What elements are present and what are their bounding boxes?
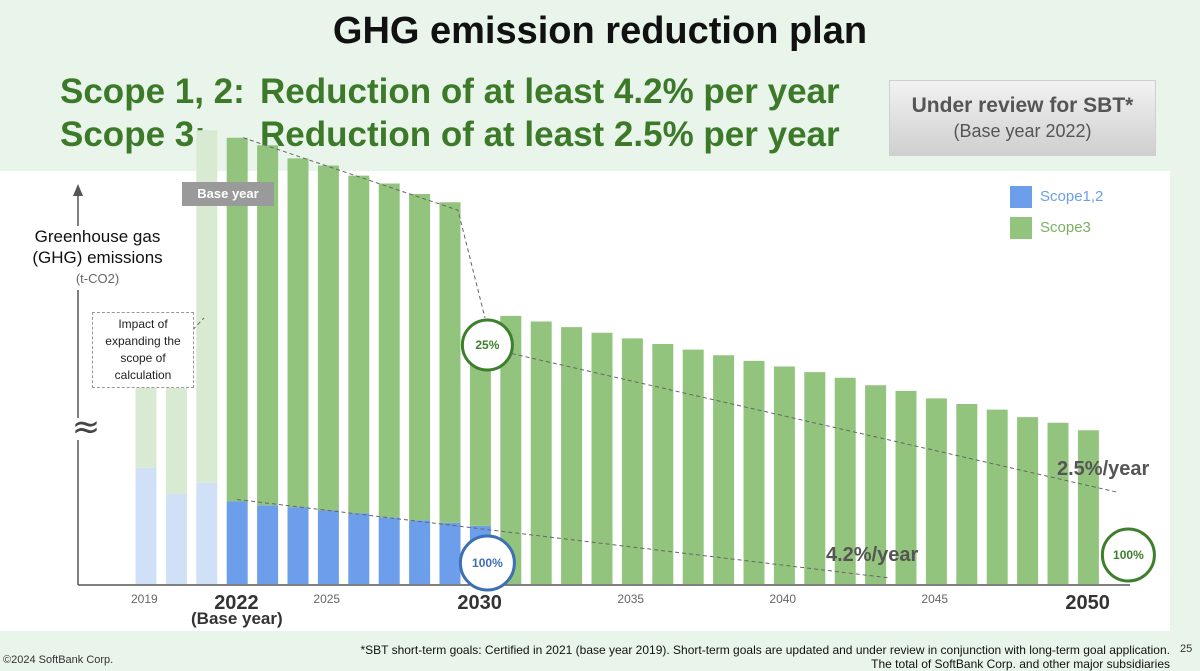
annotation-label-2: 100% — [1113, 548, 1144, 562]
bars-group — [135, 130, 1099, 584]
sbt-review-box: Under review for SBT* (Base year 2022) — [889, 80, 1156, 156]
bar-scope3-2038 — [713, 355, 735, 584]
bar-scope3-2027 — [378, 183, 400, 518]
bar-scope3-2024 — [287, 158, 309, 508]
bar-scope3-2025 — [317, 165, 339, 511]
page-title: GHG emission reduction plan — [332, 10, 868, 52]
legend-scope12-label: Scope1,2 — [1040, 188, 1104, 205]
bar-scope3-2023 — [257, 145, 279, 506]
annotations-group: 25% 100% 100% — [458, 318, 1156, 592]
base-year-sub-label: (Base year) — [191, 609, 283, 628]
bar-scope3-2028 — [409, 194, 431, 521]
scope3-label: Scope 3: — [60, 115, 206, 154]
bar-scope3-2040 — [773, 366, 795, 584]
x-tick-2035: 2035 — [617, 592, 645, 606]
bar-scope3-2045 — [925, 398, 947, 584]
x-tick-2022: 2022 — [214, 592, 259, 614]
bar-scope3-2037 — [682, 349, 704, 584]
bar-scope3-2031 — [500, 315, 522, 584]
bar-scope3-2033 — [561, 327, 583, 584]
base-year-tag: Base year — [182, 182, 274, 206]
scope3-rate-label: 2.5%/year — [1057, 458, 1150, 480]
bar-scope12-2021 — [196, 482, 218, 584]
bar-scope3-2044 — [895, 390, 917, 584]
bar-scope12-2027 — [378, 517, 400, 584]
scope12-label: Scope 1, 2: — [60, 72, 245, 111]
bar-scope3-2022 — [226, 137, 248, 502]
x-tick-2050: 2050 — [1065, 592, 1110, 614]
annotation-label-1: 100% — [472, 556, 503, 570]
bar-scope12-2023 — [257, 505, 279, 584]
annotation-circle-2 — [1100, 527, 1156, 583]
bar-scope3-2039 — [743, 360, 765, 584]
bar-scope3-2020 — [165, 370, 187, 494]
bar-scope12-2029 — [439, 522, 461, 584]
y-axis-label: Greenhouse gas (GHG) emissions (t-CO2) — [20, 226, 175, 290]
bar-scope3-2030 — [469, 336, 491, 526]
bar-scope12-2022 — [226, 501, 248, 584]
bar-scope3-2026 — [348, 175, 370, 514]
x-tick-2030: 2030 — [457, 592, 502, 614]
bar-scope12-2024 — [287, 507, 309, 584]
y-axis-label-line2: (GHG) emissions — [32, 248, 163, 267]
x-tick-2025: 2025 — [313, 592, 341, 606]
legend-scope12-swatch — [1010, 186, 1032, 208]
bar-scope3-2043 — [865, 385, 887, 584]
bar-scope3-2050 — [1077, 430, 1099, 584]
page-number: 25 — [1180, 643, 1193, 655]
bar-scope3-2036 — [652, 344, 674, 584]
sbt-review-subtitle: (Base year 2022) — [953, 121, 1092, 141]
x-tick-2040: 2040 — [769, 592, 797, 606]
bar-scope3-2032 — [530, 321, 552, 584]
impact-callout: Impact of expanding the scope of calcula… — [92, 312, 194, 388]
scope12-rate-label: 4.2%/year — [826, 544, 919, 566]
scope12-text: Reduction of at least 4.2% per year — [260, 72, 840, 111]
x-tick-2045: 2045 — [921, 592, 949, 606]
scope3-text: Reduction of at least 2.5% per year — [260, 115, 840, 154]
bar-scope3-2035 — [621, 338, 643, 584]
footnote-sbt: *SBT short-term goals: Certified in 2021… — [360, 643, 1170, 657]
annotation-circle-1 — [458, 534, 516, 592]
x-tick-2019: 2019 — [131, 592, 158, 606]
y-axis-unit: (t-CO2) — [75, 271, 120, 286]
axes-group: ≈ — [66, 184, 1130, 586]
bar-scope3-2048 — [1017, 417, 1039, 584]
bar-scope3-2021 — [196, 130, 218, 483]
axis-break-gap — [66, 418, 106, 440]
annotation-circle-0 — [460, 318, 514, 372]
trend-line-scope12 — [237, 499, 891, 579]
bar-scope12-2020 — [165, 494, 187, 584]
scope12-line: Scope 1, 2: Reduction of at least 4.2% pe… — [60, 72, 840, 112]
sbt-review-title: Under review for SBT* — [911, 94, 1134, 117]
copyright: ©2024 SoftBank Corp. — [3, 654, 114, 666]
footnote-subsidiaries: The total of SoftBank Corp. and other ma… — [871, 657, 1170, 671]
y-axis-arrow — [73, 184, 83, 196]
legend-scope3-swatch — [1010, 217, 1032, 239]
legend-scope3-label: Scope3 — [1040, 219, 1091, 236]
bar-scope12-2025 — [317, 510, 339, 584]
scope3-line: Scope 3: Reduction of at least 2.5% per y… — [60, 115, 840, 155]
bar-scope12-2019 — [135, 467, 157, 584]
axis-break-icon: ≈ — [72, 407, 101, 447]
annotation-label-0: 25% — [475, 338, 499, 352]
bar-scope3-2034 — [591, 332, 613, 584]
bar-scope12-2026 — [348, 513, 370, 584]
bar-scope3-2042 — [834, 377, 856, 584]
bar-scope3-2046 — [956, 404, 978, 584]
y-axis-label-line1: Greenhouse gas — [34, 227, 161, 246]
trend-line-scope3-to-2030 — [243, 137, 486, 319]
bar-scope3-2047 — [986, 409, 1008, 584]
bar-scope3-2049 — [1047, 422, 1069, 584]
bar-scope3-2029 — [439, 202, 461, 523]
bar-scope3-2041 — [804, 372, 826, 584]
bar-scope12-2028 — [409, 520, 431, 584]
